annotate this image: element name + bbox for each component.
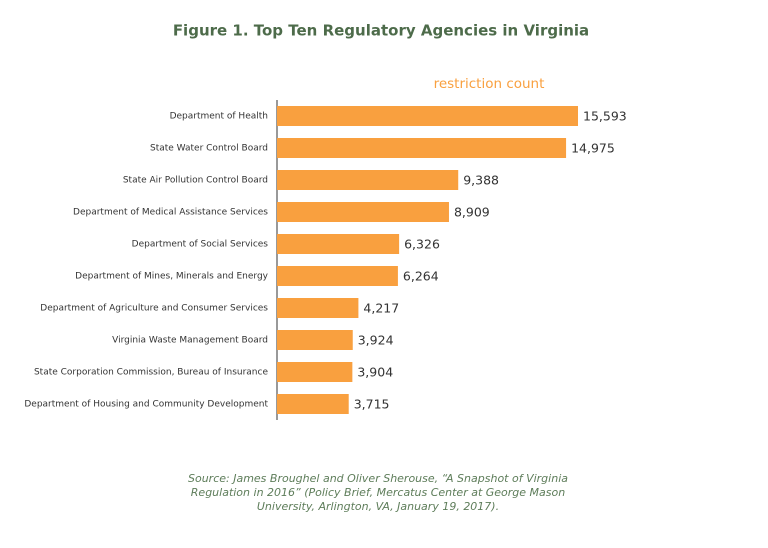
bar [277, 106, 578, 126]
value-label: 9,388 [463, 173, 499, 188]
bar [277, 170, 459, 190]
y-tick-label: Department of Mines, Minerals and Energy [75, 272, 269, 282]
y-tick-label: Department of Agriculture and Consumer S… [40, 304, 268, 314]
value-label: 15,593 [583, 109, 627, 124]
y-tick-label: Department of Health [170, 112, 268, 122]
source-note: Regulation in 2016” (Policy Brief, Merca… [191, 486, 565, 499]
value-label: 4,217 [363, 301, 399, 316]
source-note: Source: James Broughel and Oliver Sherou… [188, 472, 568, 485]
y-tick-label: Virginia Waste Management Board [112, 336, 268, 346]
y-tick-label: Department of Medical Assistance Service… [73, 208, 268, 218]
y-tick-label: Department of Housing and Community Deve… [24, 400, 268, 410]
legend-label: restriction count [434, 76, 545, 92]
source-note: University, Arlington, VA, January 19, 2… [257, 500, 499, 513]
bar [277, 330, 353, 350]
y-tick-label: Department of Social Services [132, 240, 269, 250]
bar [277, 266, 398, 286]
y-tick-label: State Water Control Board [150, 144, 268, 154]
bar [277, 234, 400, 254]
value-label: 3,924 [358, 333, 394, 348]
chart-title: Figure 1. Top Ten Regulatory Agencies in… [173, 22, 589, 40]
y-tick-label: State Corporation Commission, Bureau of … [34, 368, 268, 378]
bar [277, 362, 353, 382]
y-tick-label: State Air Pollution Control Board [123, 176, 268, 186]
value-label: 6,326 [404, 237, 440, 252]
bar [277, 298, 359, 318]
value-label: 8,909 [454, 205, 490, 220]
bar [277, 202, 449, 222]
value-label: 3,904 [357, 365, 393, 380]
value-label: 14,975 [571, 141, 615, 156]
value-label: 6,264 [403, 269, 439, 284]
bar [277, 138, 567, 158]
bar [277, 394, 349, 414]
value-label: 3,715 [354, 397, 390, 412]
